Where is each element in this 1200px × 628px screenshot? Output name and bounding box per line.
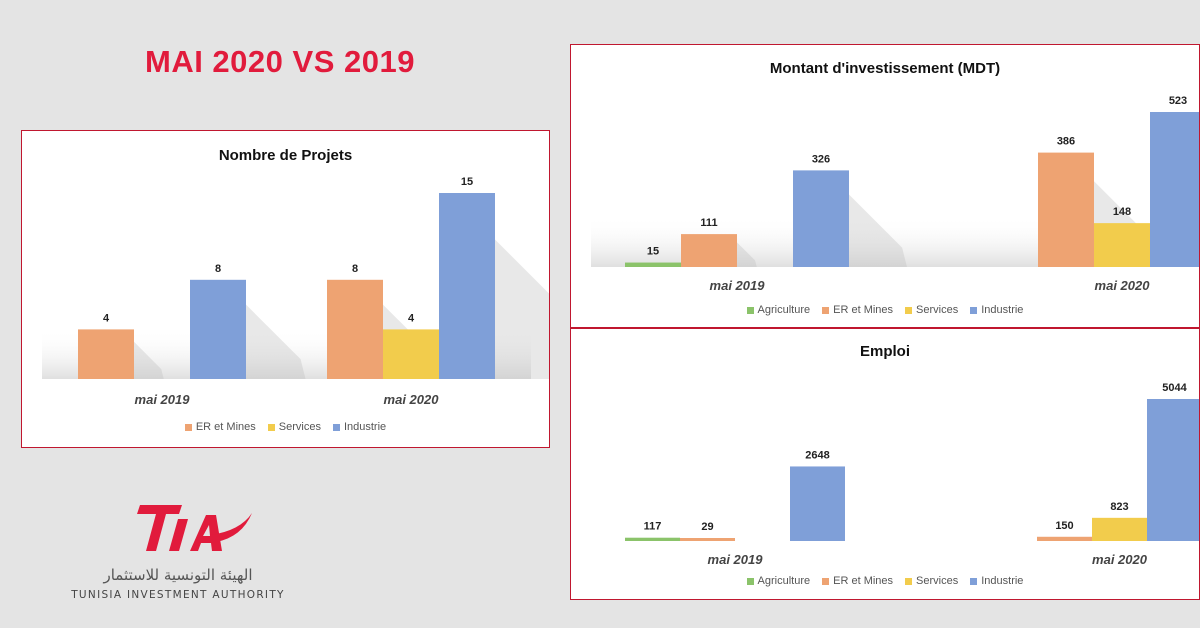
bar-industrie-1 bbox=[1147, 399, 1199, 541]
legend-item-er-et-mines: ER et Mines bbox=[184, 421, 256, 433]
category-label: mai 2020 bbox=[1095, 278, 1151, 293]
bar-agriculture-0 bbox=[625, 262, 681, 267]
category-label: mai 2019 bbox=[710, 278, 766, 293]
data-label: 15 bbox=[461, 176, 473, 188]
legend-item-er-et-mines: ER et Mines bbox=[822, 575, 893, 587]
data-label: 8 bbox=[352, 263, 358, 275]
legend-label: ER et Mines bbox=[195, 421, 256, 433]
legend-swatch bbox=[905, 306, 913, 314]
legend-item-industrie: Industrie bbox=[332, 421, 387, 433]
bar-industrie-0 bbox=[790, 466, 845, 541]
data-label: 150 bbox=[1055, 520, 1073, 532]
legend-swatch bbox=[822, 306, 830, 314]
bar-shadow bbox=[737, 242, 757, 267]
bar-er-et-mines-1 bbox=[1038, 152, 1094, 267]
bar-services-1 bbox=[383, 329, 439, 379]
legend-label: ER et Mines bbox=[833, 304, 894, 316]
legend-swatch bbox=[822, 577, 830, 585]
data-label: 8 bbox=[215, 263, 221, 275]
data-label: 15 bbox=[647, 246, 659, 258]
category-label: mai 2020 bbox=[1092, 552, 1148, 567]
bar-er-et-mines-0 bbox=[78, 329, 134, 379]
legend-item-agriculture: Agriculture bbox=[746, 304, 811, 316]
chart-plot: 15 111 326 mai 2019 386 148 523 mai 2020 bbox=[591, 95, 1199, 293]
chart-legend: Agriculture ER et Mines Services Industrie bbox=[571, 575, 1199, 587]
bar-shadow bbox=[246, 304, 306, 379]
page-headline: MAI 2020 VS 2019 bbox=[145, 44, 415, 79]
legend-swatch bbox=[267, 423, 275, 431]
data-label: 117 bbox=[644, 521, 662, 533]
data-label: 523 bbox=[1169, 95, 1187, 107]
legend-swatch bbox=[746, 577, 754, 585]
legend-item-industrie: Industrie bbox=[970, 575, 1023, 587]
legend-label: ER et Mines bbox=[833, 575, 894, 587]
legend-label: Services bbox=[916, 575, 959, 587]
bar-services-1 bbox=[1094, 223, 1150, 267]
legend-item-industrie: Industrie bbox=[970, 304, 1023, 316]
bar-services-1 bbox=[1092, 517, 1147, 541]
bar-shadow bbox=[495, 239, 549, 379]
chart-legend: ER et Mines Services Industrie bbox=[22, 421, 549, 433]
legend-item-services: Services bbox=[905, 575, 958, 587]
category-label: mai 2020 bbox=[384, 392, 440, 407]
chart-title: Nombre de Projets bbox=[218, 147, 353, 164]
chart-emploi: Emploi 117 29 2648 mai 2019 150 823 5044 mai 20… bbox=[570, 328, 1200, 600]
chart-nombre-projets: Nombre de Projets 4 8 mai 2019 8 4 15 mai 2020… bbox=[21, 130, 550, 448]
category-label: mai 2019 bbox=[135, 392, 191, 407]
legend-label: Services bbox=[278, 421, 321, 433]
logo-english-text: TUNISIA INVESTMENT AUTHORITY bbox=[71, 589, 285, 601]
data-label: 2648 bbox=[805, 449, 829, 461]
bar-er-et-mines-0 bbox=[681, 234, 737, 267]
legend-item-er-et-mines: ER et Mines bbox=[822, 304, 893, 316]
chart-montant-investissement: Montant d'investissement (MDT) 15 111 326 m… bbox=[570, 44, 1200, 328]
data-label: 29 bbox=[701, 521, 713, 533]
legend-swatch bbox=[746, 306, 754, 314]
legend-label: Agriculture bbox=[757, 575, 811, 587]
logo-arabic-text: الهيئة التونسية للاستثمار bbox=[103, 566, 253, 584]
data-label: 111 bbox=[700, 217, 717, 229]
bar-shadow bbox=[134, 341, 164, 379]
legend-swatch bbox=[970, 306, 978, 314]
bar-industrie-1 bbox=[439, 193, 495, 379]
bar-er-et-mines-0 bbox=[680, 538, 735, 541]
legend-label: Industrie bbox=[981, 304, 1024, 316]
chart-legend: Agriculture ER et Mines Services Industrie bbox=[571, 304, 1199, 316]
category-label: mai 2019 bbox=[708, 552, 764, 567]
data-label: 5044 bbox=[1162, 382, 1187, 394]
legend-swatch bbox=[184, 423, 192, 431]
legend-label: Industrie bbox=[981, 575, 1024, 587]
bar-industrie-1 bbox=[1150, 112, 1199, 267]
bar-er-et-mines-1 bbox=[1037, 536, 1092, 541]
legend-item-services: Services bbox=[905, 304, 958, 316]
chart-title: Emploi bbox=[859, 343, 910, 360]
legend-label: Industrie bbox=[343, 421, 387, 433]
data-label: 326 bbox=[812, 153, 830, 165]
legend-label: Agriculture bbox=[757, 304, 811, 316]
legend-swatch bbox=[332, 423, 340, 431]
data-label: 4 bbox=[408, 312, 415, 324]
legend-swatch bbox=[970, 577, 978, 585]
bar-agriculture-0 bbox=[625, 537, 680, 541]
tia-logo-mark bbox=[137, 505, 252, 551]
chart-title: Montant d'investissement (MDT) bbox=[769, 60, 1001, 77]
data-label: 823 bbox=[1110, 501, 1128, 513]
legend-item-services: Services bbox=[267, 421, 321, 433]
bar-er-et-mines-1 bbox=[327, 279, 383, 379]
legend-label: Services bbox=[916, 304, 959, 316]
data-label: 386 bbox=[1057, 136, 1075, 148]
bar-industrie-0 bbox=[190, 279, 246, 379]
chart-plot: 117 29 2648 mai 2019 150 823 5044 mai 2020 bbox=[625, 382, 1199, 567]
bar-shadow bbox=[849, 194, 907, 267]
legend-swatch bbox=[905, 577, 913, 585]
data-label: 4 bbox=[103, 312, 110, 324]
data-label: 148 bbox=[1113, 206, 1131, 218]
legend-item-agriculture: Agriculture bbox=[746, 575, 811, 587]
bar-industrie-0 bbox=[793, 170, 849, 267]
chart-plot: 4 8 mai 2019 8 4 15 mai 2020 bbox=[42, 176, 549, 407]
